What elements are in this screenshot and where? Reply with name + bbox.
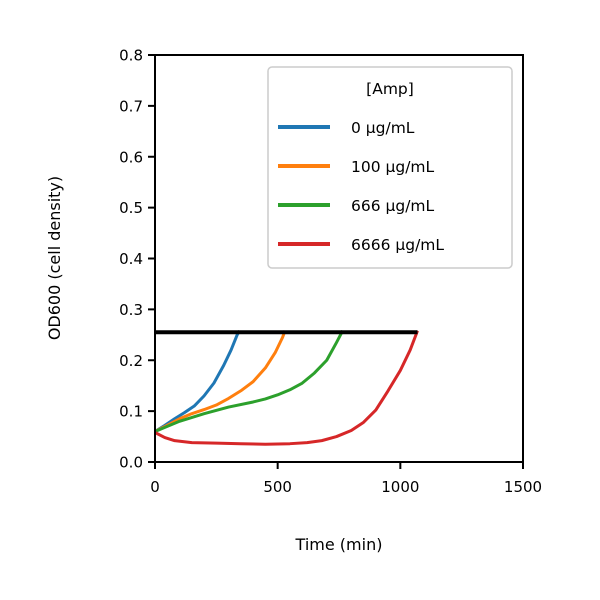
y-axis-label: OD600 (cell density): [45, 176, 64, 340]
legend: [Amp] 0 μg/mL 100 μg/mL 666 μg/mL 6666 μg/m…: [267, 66, 513, 269]
legend-title: [Amp]: [366, 80, 414, 98]
series-line-0: [154, 329, 241, 433]
y-tick-label: 0.5: [119, 199, 143, 217]
y-tick-label: 0.1: [119, 403, 143, 421]
ticks-layer: 0 500 1000 1500 0.0 0.1 0.2 0.3 0.4 0.5 0.6 0.7 0.8: [119, 47, 542, 497]
series-layer: [154, 329, 419, 446]
x-tick-label: 1000: [381, 478, 419, 496]
legend-box: [267, 66, 513, 269]
y-tick-label: 0.7: [119, 97, 143, 115]
series-line-2: [154, 330, 345, 433]
y-tick-label: 0.2: [119, 352, 143, 370]
legend-entries: 0 μg/mL 100 μg/mL 666 μg/mL 6666 μg/mL: [278, 119, 444, 254]
x-tick-label: 0: [150, 478, 160, 496]
legend-label: 0 μg/mL: [351, 119, 415, 137]
series-line-1: [154, 330, 287, 433]
legend-entry: 0 μg/mL: [278, 119, 415, 137]
legend-label: 6666 μg/mL: [351, 236, 444, 254]
legend-label: 666 μg/mL: [351, 197, 435, 215]
legend-entry: 666 μg/mL: [278, 197, 435, 215]
y-tick-label: 0.0: [119, 454, 143, 472]
y-tick-label: 0.6: [119, 148, 143, 166]
x-tick-label: 500: [263, 478, 292, 496]
x-axis-label: Time (min): [295, 535, 383, 554]
y-tick-label: 0.8: [119, 47, 143, 65]
legend-entry: 100 μg/mL: [278, 158, 435, 176]
y-tick-label: 0.4: [119, 250, 143, 268]
y-tick-label: 0.3: [119, 301, 143, 319]
legend-entry: 6666 μg/mL: [278, 236, 444, 254]
legend-label: 100 μg/mL: [351, 158, 435, 176]
x-tick-label: 1500: [504, 478, 542, 496]
series-line-3: [154, 330, 419, 446]
